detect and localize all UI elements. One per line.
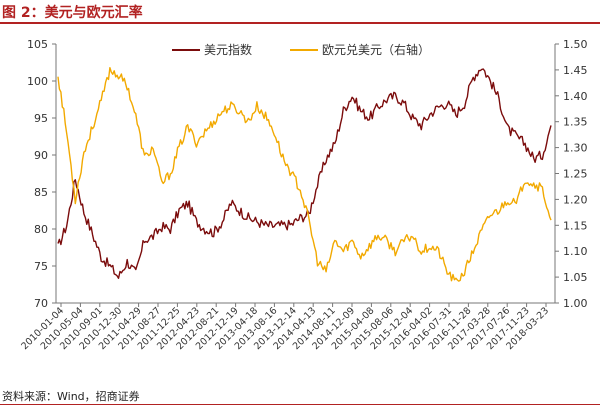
y-left-tick-label: 75	[34, 260, 48, 273]
y-right-tick-label: 1.20	[563, 193, 588, 206]
y-left-tick-label: 80	[34, 223, 48, 236]
title-divider	[0, 22, 600, 24]
y-left-tick-label: 85	[34, 186, 48, 199]
y-right-tick-label: 1.50	[563, 38, 588, 51]
y-right-tick-label: 1.35	[563, 116, 588, 129]
chart-title: 图 2：美元与欧元汇率	[2, 5, 143, 21]
y-left-tick-label: 105	[27, 38, 48, 51]
y-left-tick-label: 100	[27, 75, 48, 88]
y-right-tick-label: 1.05	[563, 271, 588, 284]
bottom-divider	[0, 404, 600, 405]
y-right-tick-label: 1.25	[563, 168, 588, 181]
y-left-tick-label: 70	[34, 297, 48, 310]
legend-label-eur-usd: 欧元兑美元（右轴）	[322, 42, 430, 57]
y-left-tick-label: 90	[34, 149, 48, 162]
y-right-tick-label: 1.15	[563, 219, 588, 232]
series-line-usd-index	[57, 68, 552, 279]
y-left-tick-label: 95	[34, 112, 48, 125]
y-right-tick-label: 1.40	[563, 90, 588, 103]
source-note: 资料来源：Wind，招商证券	[2, 390, 140, 403]
y-right-tick-label: 1.30	[563, 142, 588, 155]
y-right-tick-label: 1.45	[563, 64, 588, 77]
series-line-eur-usd	[57, 67, 552, 282]
legend-label-usd-index: 美元指数	[204, 42, 252, 57]
y-right-tick-label: 1.10	[563, 245, 588, 258]
y-right-tick-label: 1.00	[563, 297, 588, 310]
